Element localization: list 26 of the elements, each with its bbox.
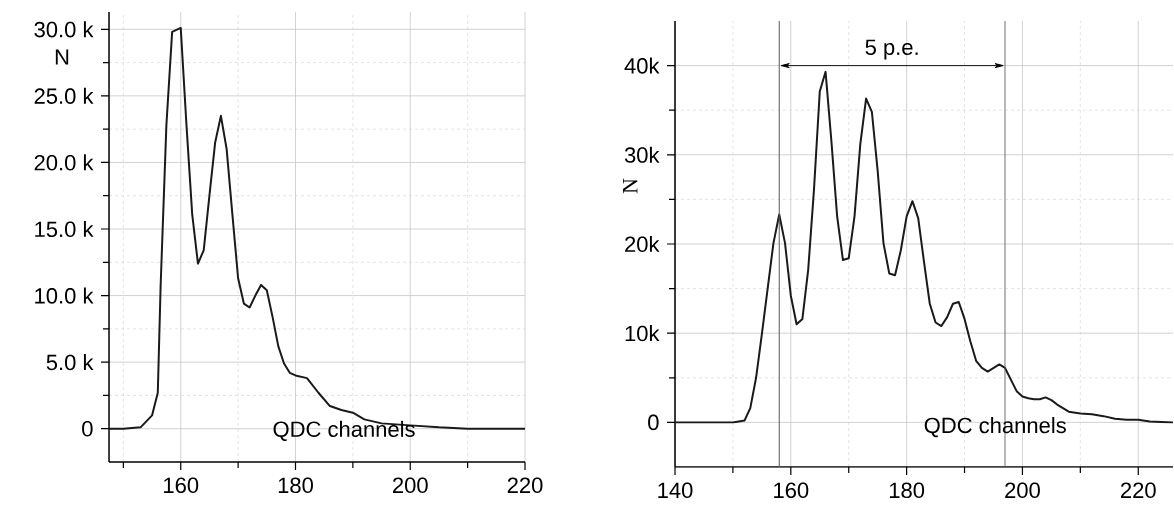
y-tick-label: 10k: [625, 325, 660, 342]
x-tick-label: 180: [889, 482, 925, 499]
y-tick-label: 15.0 k: [35, 220, 94, 238]
x-tick-label: 220: [507, 477, 543, 494]
x-tick-label: 200: [393, 477, 428, 494]
x-tick-label: 180: [278, 477, 313, 494]
y-tick-label: 0: [648, 414, 659, 431]
x-tick-label: 160: [774, 482, 809, 499]
x-tick-label: 200: [1005, 482, 1040, 499]
y-axis-title: N: [55, 49, 69, 65]
y-tick-label: 30k: [624, 146, 660, 163]
x-tick-label: 140: [658, 482, 693, 499]
x-axis-title: QDC channels: [924, 417, 1066, 438]
y-axis-title: N: [622, 178, 638, 194]
y-tick-label: 20k: [625, 235, 660, 253]
y-tick-label: 5.0 k: [46, 354, 94, 371]
annotation: 5 p.e.: [865, 39, 918, 60]
y-tick-label: 10.0 k: [35, 287, 94, 304]
y-tick-label: 0: [82, 420, 93, 437]
y-tick-label: 25.0 k: [34, 87, 94, 104]
y-tick-label: 40k: [624, 57, 660, 74]
y-tick-label: 20.0 k: [34, 154, 94, 171]
y-tick-label: 30.0 k: [34, 21, 94, 38]
x-tick-label: 160: [164, 477, 199, 494]
x-axis-title: QDC channels: [273, 420, 415, 441]
x-tick-label: 220: [1121, 482, 1156, 499]
